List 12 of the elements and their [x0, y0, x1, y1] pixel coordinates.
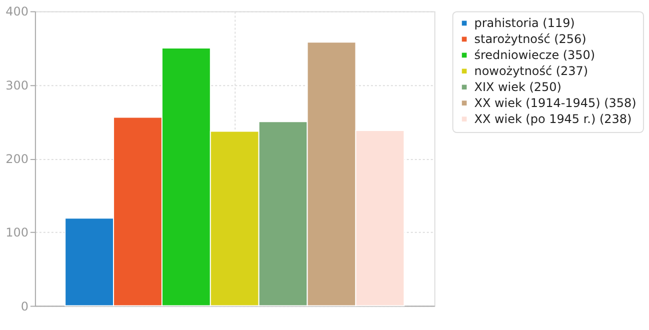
legend-label: średniowiecze (350)	[474, 48, 596, 62]
y-tick-label: 300	[6, 78, 28, 92]
y-tick-label: 400	[6, 4, 28, 19]
legend-label: XX wiek (1914-1945) (358)	[474, 96, 636, 110]
y-tick-label: 0	[20, 299, 28, 314]
legend-label: prahistoria (119)	[474, 16, 575, 30]
legend-label: starożytność (256)	[474, 32, 586, 46]
legend-label: nowożytność (237)	[474, 64, 588, 78]
y-tick-label: 200	[6, 152, 28, 166]
legend-label: XIX wiek (250)	[474, 80, 562, 94]
y-tick-label: 100	[6, 226, 28, 240]
legend-label: XX wiek (po 1945 r.) (238)	[474, 112, 632, 126]
